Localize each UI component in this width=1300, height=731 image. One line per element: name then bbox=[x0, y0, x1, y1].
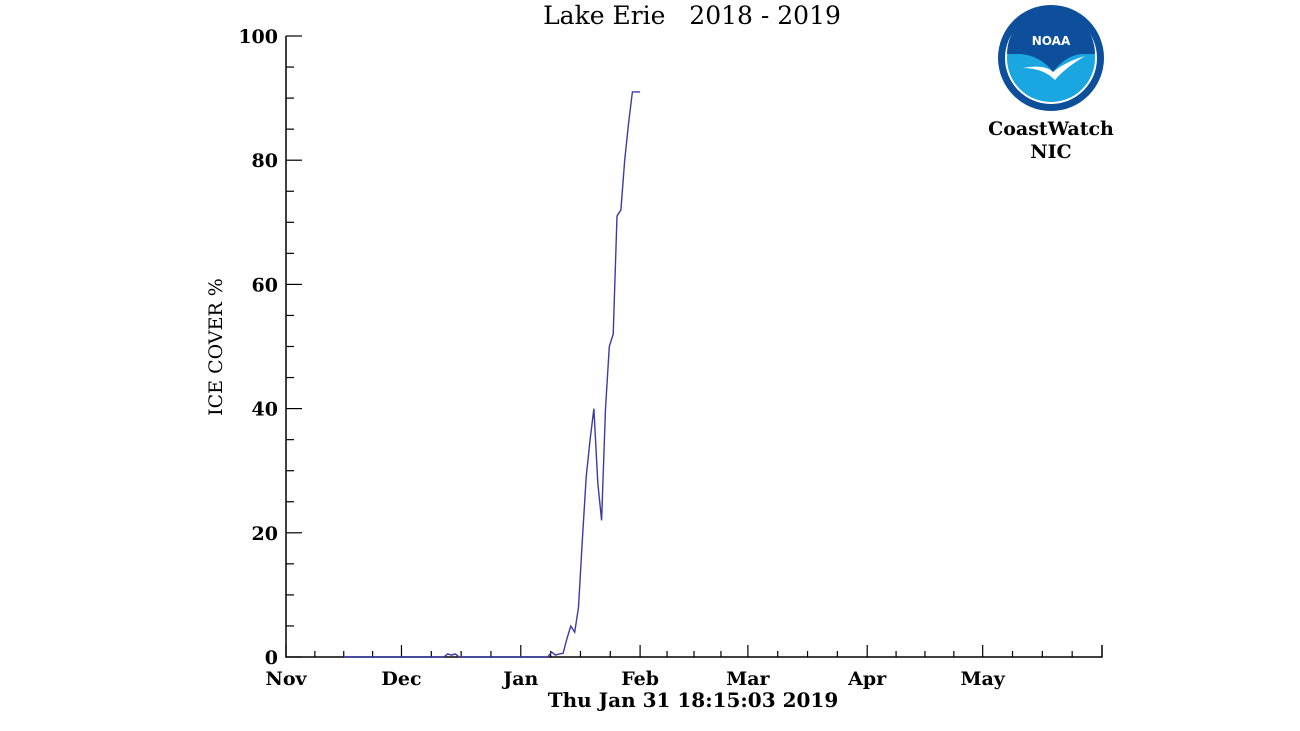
x-axis-ticks: Nov Dec Jan Feb Mar Apr May bbox=[265, 645, 1073, 690]
y-tick-label: 60 bbox=[252, 274, 278, 296]
axes bbox=[285, 36, 1103, 658]
x-tick-label: Nov bbox=[265, 668, 307, 690]
noaa-badge-text: NOAA bbox=[1032, 34, 1071, 48]
y-tick-label: 0 bbox=[265, 647, 278, 669]
y-tick-label: 20 bbox=[252, 523, 278, 545]
x-tick-label: Mar bbox=[726, 668, 770, 690]
axis-frame bbox=[285, 36, 1103, 658]
y-axis-label: ICE COVER % bbox=[205, 278, 227, 416]
y-tick-label: 80 bbox=[252, 150, 278, 172]
noaa-logo-icon: NOAA bbox=[996, 3, 1106, 113]
x-tick-label: Feb bbox=[621, 668, 659, 690]
x-tick-label: Apr bbox=[847, 668, 887, 690]
logo-coastwatch-text: CoastWatch bbox=[988, 118, 1114, 140]
x-tick-label: Dec bbox=[381, 668, 421, 690]
y-axis-ticks: 0 20 40 60 80 100 bbox=[238, 26, 302, 669]
chart-title: Lake Erie 2018 - 2019 bbox=[543, 1, 841, 30]
ice-cover-series-line bbox=[343, 91, 641, 658]
logo-nic-text: NIC bbox=[1030, 141, 1071, 163]
x-tick-label: May bbox=[960, 668, 1005, 690]
x-tick-label: Jan bbox=[501, 668, 538, 690]
y-tick-label: 40 bbox=[252, 399, 278, 421]
y-tick-label: 100 bbox=[238, 26, 278, 48]
timestamp-footer: Thu Jan 31 18:15:03 2019 bbox=[548, 688, 839, 712]
